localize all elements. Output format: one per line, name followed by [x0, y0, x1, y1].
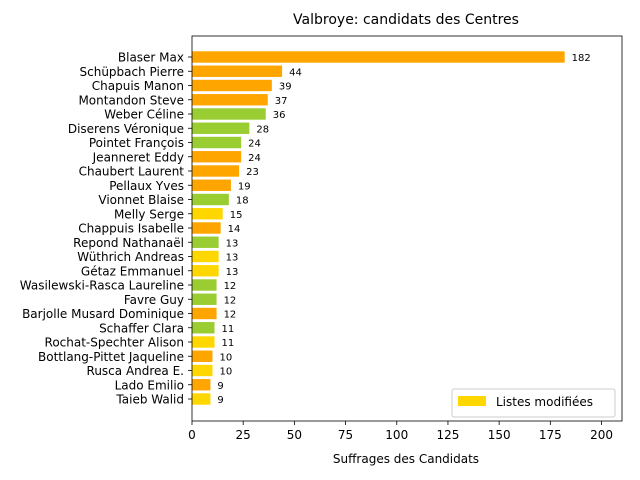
category-label: Montandon Steve [78, 93, 184, 107]
category-label: Favre Guy [124, 293, 184, 307]
x-tick-label: 0 [188, 428, 196, 442]
bar-value-label: 14 [228, 224, 241, 235]
bar-value-label: 44 [289, 67, 302, 78]
bar-value-label: 36 [273, 110, 286, 121]
bar [192, 364, 213, 377]
x-tick-label: 100 [385, 428, 408, 442]
x-tick-label: 25 [236, 428, 251, 442]
category-label: Chappuis Isabelle [78, 222, 184, 236]
bar [192, 393, 211, 405]
x-axis-ticks: 0 25 50 75 100 125 150 175 200 [188, 421, 613, 442]
x-tick-label: 50 [287, 428, 302, 442]
bars-group [192, 51, 565, 405]
x-tick-label: 200 [590, 428, 613, 442]
category-label: Weber Céline [104, 108, 184, 122]
bar [192, 193, 229, 206]
category-label: Jeanneret Eddy [92, 150, 184, 164]
bar [192, 307, 217, 320]
bar [192, 51, 565, 63]
bar [192, 350, 213, 362]
x-axis-title: Suffrages des Candidats [333, 452, 479, 466]
bar-value-label: 24 [248, 139, 261, 150]
bar [192, 179, 231, 191]
category-label: Repond Nathanaël [73, 236, 184, 250]
bar-value-label: 13 [226, 253, 239, 264]
legend-swatch [458, 396, 486, 406]
legend-box [451, 388, 616, 418]
bar-value-label: 10 [219, 367, 232, 378]
category-label: Rochat-Spechter Alison [45, 336, 184, 350]
category-label: Rusca Andrea E. [87, 364, 184, 378]
legend: Listes modifiées [451, 388, 616, 418]
x-tick-label: 150 [488, 428, 511, 442]
bar [192, 336, 215, 348]
category-label: Pointet François [89, 136, 184, 150]
bar-value-label: 13 [226, 238, 239, 249]
bar-value-label: 182 [572, 53, 591, 64]
category-label: Bottlang-Pittet Jaqueline [38, 350, 184, 364]
legend-label: Listes modifiées [496, 395, 593, 409]
bar [192, 136, 242, 149]
category-label: Blaser Max [118, 51, 184, 65]
plot-frame [191, 35, 623, 422]
category-label: Diserens Véronique [68, 122, 184, 136]
bar-value-label: 9 [217, 395, 223, 406]
category-label: Wüthrich Andreas [77, 250, 184, 264]
bar-value-label: 28 [256, 124, 269, 135]
bar [192, 322, 215, 334]
bar-value-label: 10 [219, 352, 232, 363]
bar-value-label: 23 [246, 167, 259, 178]
category-label: Lado Emilio [115, 378, 184, 392]
category-label: Vionnet Blaise [98, 193, 184, 207]
bar-value-label: 9 [217, 381, 223, 392]
bar-value-label: 12 [224, 310, 237, 321]
bar-value-label: 18 [236, 196, 249, 207]
bar [192, 208, 223, 220]
bar [192, 165, 240, 177]
bar [192, 151, 242, 163]
bar-value-label: 37 [275, 96, 288, 107]
bar [192, 379, 211, 391]
bar [192, 265, 219, 277]
value-labels-group: 182 44 39 37 36 28 24 24 23 19 18 15 14 13 13 13 12 12 12 1… [217, 53, 590, 406]
category-label: Pellaux Yves [109, 179, 184, 193]
category-label: Wasilewski-Rasca Laureline [20, 279, 184, 293]
category-label: Schüpbach Pierre [80, 65, 185, 79]
bar [192, 122, 250, 134]
chart-title: Valbroye: candidats des Centres [293, 12, 519, 28]
bar [192, 250, 219, 263]
bar [192, 108, 266, 120]
category-label: Gétaz Emmanuel [81, 264, 184, 278]
bar [192, 79, 272, 92]
category-label: Chapuis Manon [92, 79, 184, 93]
category-label: Taieb Walid [115, 393, 184, 407]
bar-value-label: 15 [230, 210, 243, 221]
bar [192, 222, 221, 234]
bar-value-label: 39 [279, 82, 292, 93]
bar-value-label: 19 [238, 181, 251, 192]
bar-value-label: 11 [222, 324, 235, 335]
x-tick-label: 175 [539, 428, 562, 442]
category-label: Melly Serge [114, 207, 184, 221]
bar-value-label: 12 [224, 281, 237, 292]
bar-value-label: 11 [222, 338, 235, 349]
bar-value-label: 24 [248, 153, 261, 164]
bar-value-label: 12 [224, 295, 237, 306]
x-tick-label: 125 [436, 428, 459, 442]
category-label: Barjolle Musard Dominique [22, 307, 184, 321]
bar [192, 236, 219, 248]
bar [192, 279, 217, 291]
x-tick-label: 75 [338, 428, 353, 442]
bar-value-label: 13 [226, 267, 239, 278]
bar [192, 65, 283, 77]
bar [192, 94, 268, 106]
bar [192, 293, 217, 305]
category-label: Chaubert Laurent [79, 165, 185, 179]
category-label: Schaffer Clara [99, 321, 184, 335]
